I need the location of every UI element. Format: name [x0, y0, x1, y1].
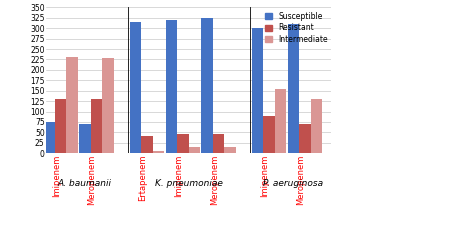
Bar: [213, 134, 224, 153]
Bar: [263, 116, 274, 153]
Bar: [274, 89, 286, 153]
Bar: [287, 24, 298, 153]
Legend: Susceptible, Resistant, Intermediate: Susceptible, Resistant, Intermediate: [262, 10, 330, 46]
Text: A. baumanii: A. baumanii: [57, 179, 111, 188]
Bar: [188, 147, 200, 153]
Bar: [252, 28, 263, 153]
Bar: [66, 57, 78, 153]
Bar: [177, 134, 188, 153]
Bar: [201, 18, 213, 153]
Bar: [152, 151, 164, 153]
Bar: [298, 124, 310, 153]
Bar: [102, 58, 113, 153]
Bar: [141, 137, 152, 153]
Bar: [55, 99, 66, 153]
Text: K. pneumoniae: K. pneumoniae: [154, 179, 222, 188]
Bar: [224, 147, 235, 153]
Bar: [79, 124, 90, 153]
Bar: [165, 20, 177, 153]
Bar: [90, 99, 102, 153]
Text: P. aeruginosa: P. aeruginosa: [262, 179, 322, 188]
Bar: [129, 22, 141, 153]
Bar: [310, 99, 322, 153]
Bar: [43, 122, 55, 153]
